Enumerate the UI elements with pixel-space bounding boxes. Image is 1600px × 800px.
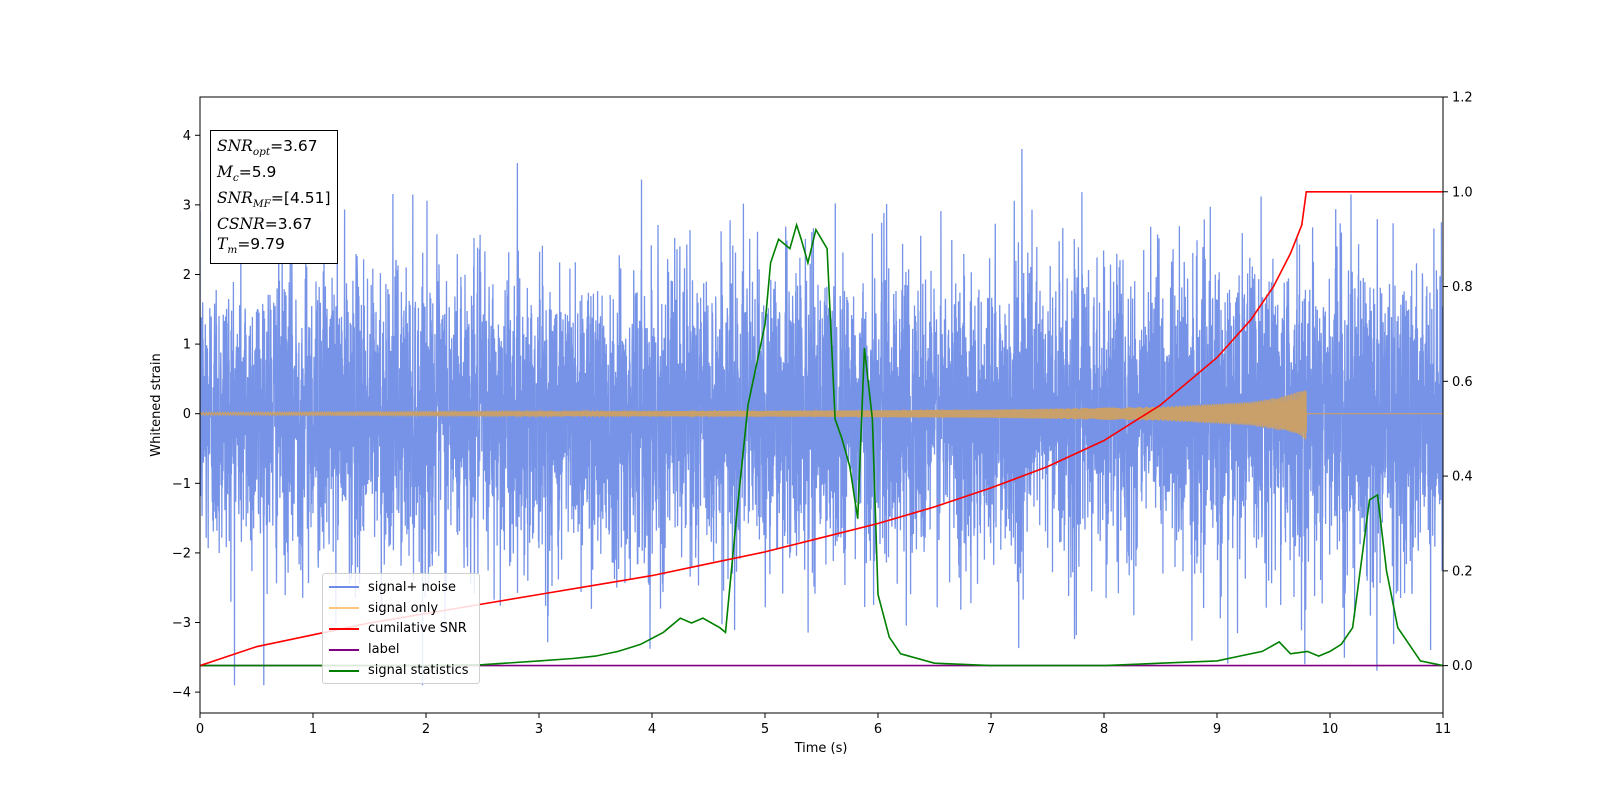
snr-mf-value: =[4.51]	[270, 189, 331, 207]
legend-label-signal-statistics: signal statistics	[368, 663, 469, 679]
legend-swatch-cumulative-snr	[329, 627, 359, 630]
x-tick-label: 9	[1213, 722, 1221, 737]
y-tick-label: 1	[183, 338, 191, 353]
y-tick-label: 2	[183, 268, 191, 283]
y2-tick-label: 1.0	[1452, 185, 1473, 200]
x-tick-label: 1	[309, 722, 317, 737]
x-tick-label: 10	[1322, 722, 1339, 737]
legend-swatch-signal-statistics	[329, 669, 359, 672]
x-tick-label: 11	[1435, 722, 1452, 737]
legend-item-signal-only: signal only	[329, 598, 469, 619]
y2-tick-label: 0.0	[1452, 659, 1473, 674]
legend-label-cumulative-snr: cumilative SNR	[368, 621, 467, 637]
tm-value: =9.79	[237, 235, 285, 253]
mc-line: Mc=5.9	[217, 163, 277, 184]
y2-tick-label: 0.6	[1452, 375, 1473, 390]
legend-label-label: label	[368, 642, 400, 658]
mc-value: =5.9	[238, 163, 277, 181]
y-tick-label: −1	[172, 477, 191, 492]
stats-annotation-box: SNRopt=3.67 Mc=5.9 SNRMF=[4.51] CSNR=3.6…	[210, 130, 338, 264]
snr-opt-value: =3.67	[270, 137, 318, 155]
csnr-line: CSNR=3.67	[217, 215, 313, 233]
x-tick-label: 0	[196, 722, 204, 737]
signal-statistics-line	[200, 222, 1443, 667]
legend: signal+ noise signal only cumilative SNR…	[322, 573, 480, 684]
x-tick-label: 2	[422, 722, 430, 737]
y2-tick-label: 0.2	[1452, 564, 1473, 579]
legend-item-signal-statistics: signal statistics	[329, 660, 469, 681]
csnr-value: =3.67	[264, 215, 313, 233]
legend-swatch-signal-only	[329, 607, 359, 610]
snr-opt-line: SNRopt=3.67	[217, 137, 318, 158]
y-tick-label: −3	[172, 616, 191, 631]
signal-only-line	[200, 389, 1443, 440]
y-tick-label: −4	[172, 686, 191, 701]
y-axis-ticks: 4 3 2 1 0 −1 −2 −3 −4	[172, 129, 200, 701]
plot-frame	[199, 96, 1444, 714]
y2-tick-label: 0.8	[1452, 280, 1473, 295]
snr-mf-line: SNRMF=[4.51]	[217, 189, 331, 210]
legend-swatch-signal-noise	[329, 586, 359, 589]
x-tick-label: 3	[535, 722, 543, 737]
signal-noise-series	[200, 148, 1443, 686]
x-tick-label: 7	[987, 722, 995, 737]
legend-item-signal-noise: signal+ noise	[329, 577, 469, 598]
legend-item-cumulative-snr: cumilative SNR	[329, 619, 469, 640]
tm-line: Tm=9.79	[217, 235, 285, 256]
y-tick-label: 3	[183, 198, 191, 213]
y-tick-label: −2	[172, 546, 191, 561]
x-axis-ticks: 0 1 2 3 4 5 6 7 8 9 10 11	[196, 713, 1451, 737]
legend-label-signal-noise: signal+ noise	[368, 579, 457, 595]
x-tick-label: 6	[874, 722, 882, 737]
legend-label-signal-only: signal only	[368, 600, 439, 616]
y2-tick-label: 1.2	[1452, 91, 1473, 106]
y2-tick-label: 0.4	[1452, 470, 1473, 485]
y2-axis-ticks: 1.2 1.0 0.8 0.6 0.4 0.2 0.0	[1443, 91, 1473, 674]
x-tick-label: 8	[1100, 722, 1108, 737]
x-axis-label: Time (s)	[794, 741, 848, 756]
x-tick-label: 4	[648, 722, 656, 737]
y-tick-label: 4	[183, 129, 191, 144]
signal-only-series	[200, 389, 1443, 440]
legend-swatch-label	[329, 648, 359, 651]
y-tick-label: 0	[183, 407, 191, 422]
x-tick-label: 5	[761, 722, 769, 737]
signal-noise-line	[200, 148, 1443, 686]
legend-item-label: label	[329, 639, 469, 660]
y-axis-label: Whitened strain	[149, 353, 164, 456]
